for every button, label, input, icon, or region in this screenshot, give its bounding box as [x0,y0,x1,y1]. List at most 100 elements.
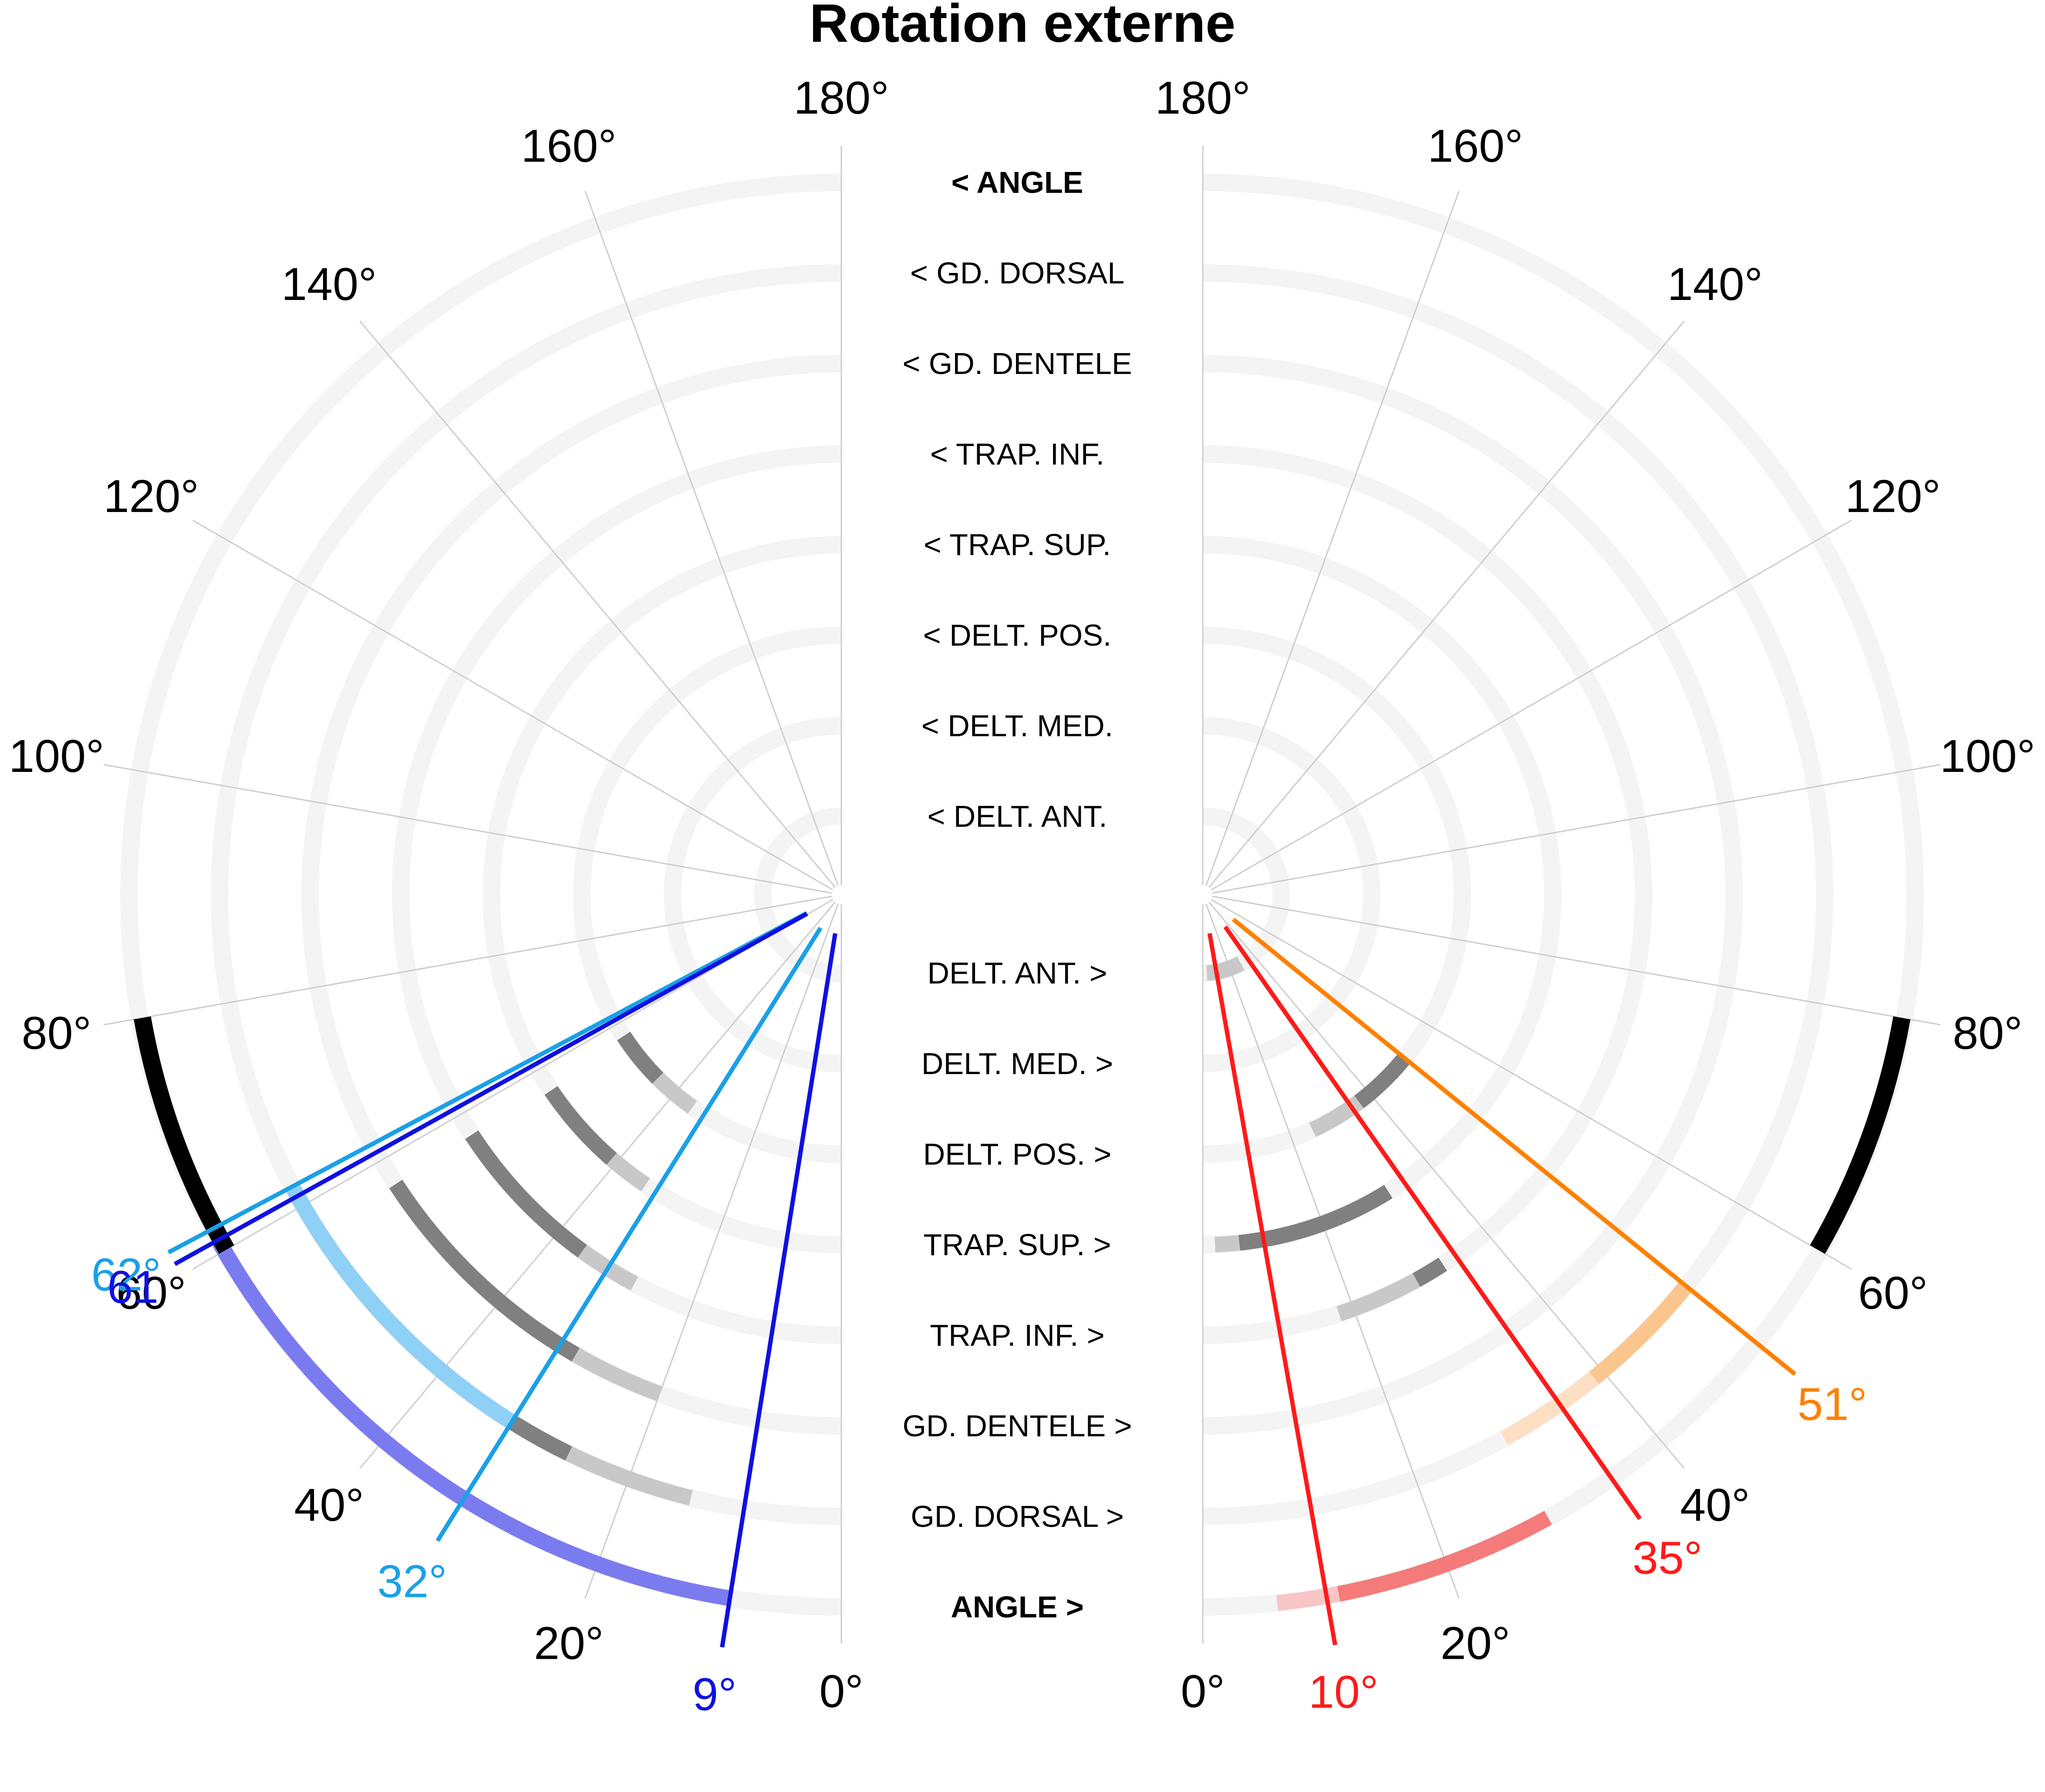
upper-label-5: < DELT. POS. [923,618,1111,652]
left-marker-line-3 [720,933,837,1648]
left-marker-line-0 [167,911,808,1255]
lower-label-0: DELT. ANT. > [927,956,1107,990]
left-bar-ring-5-5 [465,1130,587,1258]
left-track-ring-2 [664,717,842,1072]
right-gridline-120 [1211,519,1852,891]
right-bar-ring-3-4 [1309,1095,1364,1137]
right-tick-label-140: 140° [1667,259,1763,310]
left-bar-ring-4-7 [544,1086,617,1165]
upper-label-0: < ANGLE [952,165,1083,199]
right-marker-line-0 [1207,933,1337,1646]
left-gridline-80 [103,896,832,1026]
left-track-ring-1 [754,808,842,982]
left-marker-line-1 [173,912,808,1266]
left-tick-label-20: 20° [534,1618,604,1669]
right-tick-label-80: 80° [1953,1007,2022,1059]
left-gridline-100 [103,764,832,894]
right-gridline-100 [1212,764,1941,894]
reference-range [134,1016,1910,1254]
left-track-ring-5 [392,445,842,1344]
upper-label-6: < DELT. MED. [921,709,1113,743]
left-bar-ring-7-0 [565,1446,693,1506]
left-gridline-160 [584,191,839,886]
left-track-ring-3 [573,627,842,1163]
upper-label-1: < GD. DORSAL [910,256,1124,290]
left-track-ring-4 [483,536,842,1253]
left-bar-ring-3-9 [617,1031,664,1084]
right-track-ring-2 [1202,717,1380,1072]
lower-label-6: GD. DORSAL > [911,1499,1124,1533]
left-marker-label-3: 9° [692,1669,736,1720]
right-bar-ring-5-0 [1336,1273,1421,1321]
left-bar-ring-6-3 [389,1179,580,1362]
left-marker-line-2 [435,926,823,1542]
left-tick-label-180: 180° [793,72,889,124]
left-marker-label-1: 61 [107,1262,159,1313]
right-bar-ring-8-8 [1337,1511,1552,1602]
chart-title: Rotation externe [810,0,1235,54]
left-tick-label-120: 120° [104,471,199,522]
right-bar-ring-5-1 [1412,1257,1448,1287]
left-bar-ring-6-2 [572,1348,662,1401]
right-bar-ring-4-3 [1238,1185,1393,1251]
right-marker-label-2: 35° [1633,1533,1702,1584]
range-bars [211,956,1692,1611]
right-bar-ring-4-2 [1215,1235,1240,1253]
left-gridline-120 [192,519,834,891]
left-tick-label-40: 40° [294,1479,364,1531]
right-track-ring-6 [1202,355,1743,1435]
upper-label-7: < DELT. ANT. [927,799,1107,833]
right-tick-label-100: 100° [1940,731,2035,782]
right-reference-arc [1810,1016,1910,1254]
right-track-ring-8 [1202,174,1924,1616]
left-bar-ring-8-10 [211,1236,731,1606]
right-tick-label-160: 160° [1427,120,1523,172]
right-bar-ring-1-6 [1206,956,1245,981]
right-bar-ring-8-7 [1276,1586,1340,1611]
right-tick-label-180: 180° [1155,72,1250,124]
lower-label-4: TRAP. INF. > [930,1318,1104,1352]
lower-label-3: TRAP. SUP. > [923,1228,1111,1262]
right-gridline-140 [1208,320,1685,888]
right-gridline-160 [1205,191,1460,886]
right-bar-ring-3-5 [1354,1053,1411,1108]
right-tick-label-60: 60° [1858,1267,1928,1319]
right-bar-ring-7-10 [1589,1281,1692,1384]
left-reference-arc [134,1016,234,1254]
right-marker-line-3 [1232,917,1797,1376]
right-gridline-20 [1205,903,1460,1599]
right-tick-label-0: 0° [1181,1666,1225,1717]
left-tick-label-60: 60° [116,1267,186,1319]
left-tick-label-100: 100° [9,731,104,782]
left-bar-ring-4-6 [606,1153,650,1192]
right-gridline-60 [1211,899,1852,1270]
upper-label-4: < TRAP. SUP. [924,528,1111,562]
right-marker-label-1: 35° [1633,1533,1702,1584]
muscle-labels: < ANGLE < GD. DORSAL < GD. DENTELE < TRAP. … [902,165,1132,1624]
left-bar-ring-3-8 [652,1072,697,1114]
left-tick-label-80: 80° [22,1007,91,1059]
right-tick-label-120: 120° [1845,471,1940,522]
left-gridline-140 [359,320,836,888]
lower-label-2: DELT. POS. > [923,1137,1111,1171]
right-tick-label-40: 40° [1680,1479,1750,1531]
left-tick-label-140: 140° [281,259,377,310]
right-marker-label-3: 51° [1797,1379,1867,1430]
right-track-ring-5 [1202,445,1652,1344]
right-marker-label-0: 10° [1309,1667,1378,1718]
ring-tracks [120,174,1924,1616]
lower-label-5: GD. DENTELE > [902,1409,1132,1443]
left-tick-label-160: 160° [521,120,616,172]
lower-label-7: ANGLE > [951,1590,1083,1624]
right-tick-label-20: 20° [1441,1618,1510,1669]
left-bar-ring-7-11 [285,1182,516,1429]
right-marker-line-2 [1223,925,1642,1520]
upper-label-3: < TRAP. INF. [930,437,1104,471]
right-gridline-80 [1212,896,1941,1026]
left-marker-label-2: 32° [377,1556,447,1607]
upper-label-2: < GD. DENTELE [902,347,1132,381]
angle-tick-labels: 0° 20° 40° 60° 80° 100° 120° 140° 160° 180° 0° 20° 4… [9,72,2035,1717]
left-marker-label-0: 62° [91,1249,161,1300]
